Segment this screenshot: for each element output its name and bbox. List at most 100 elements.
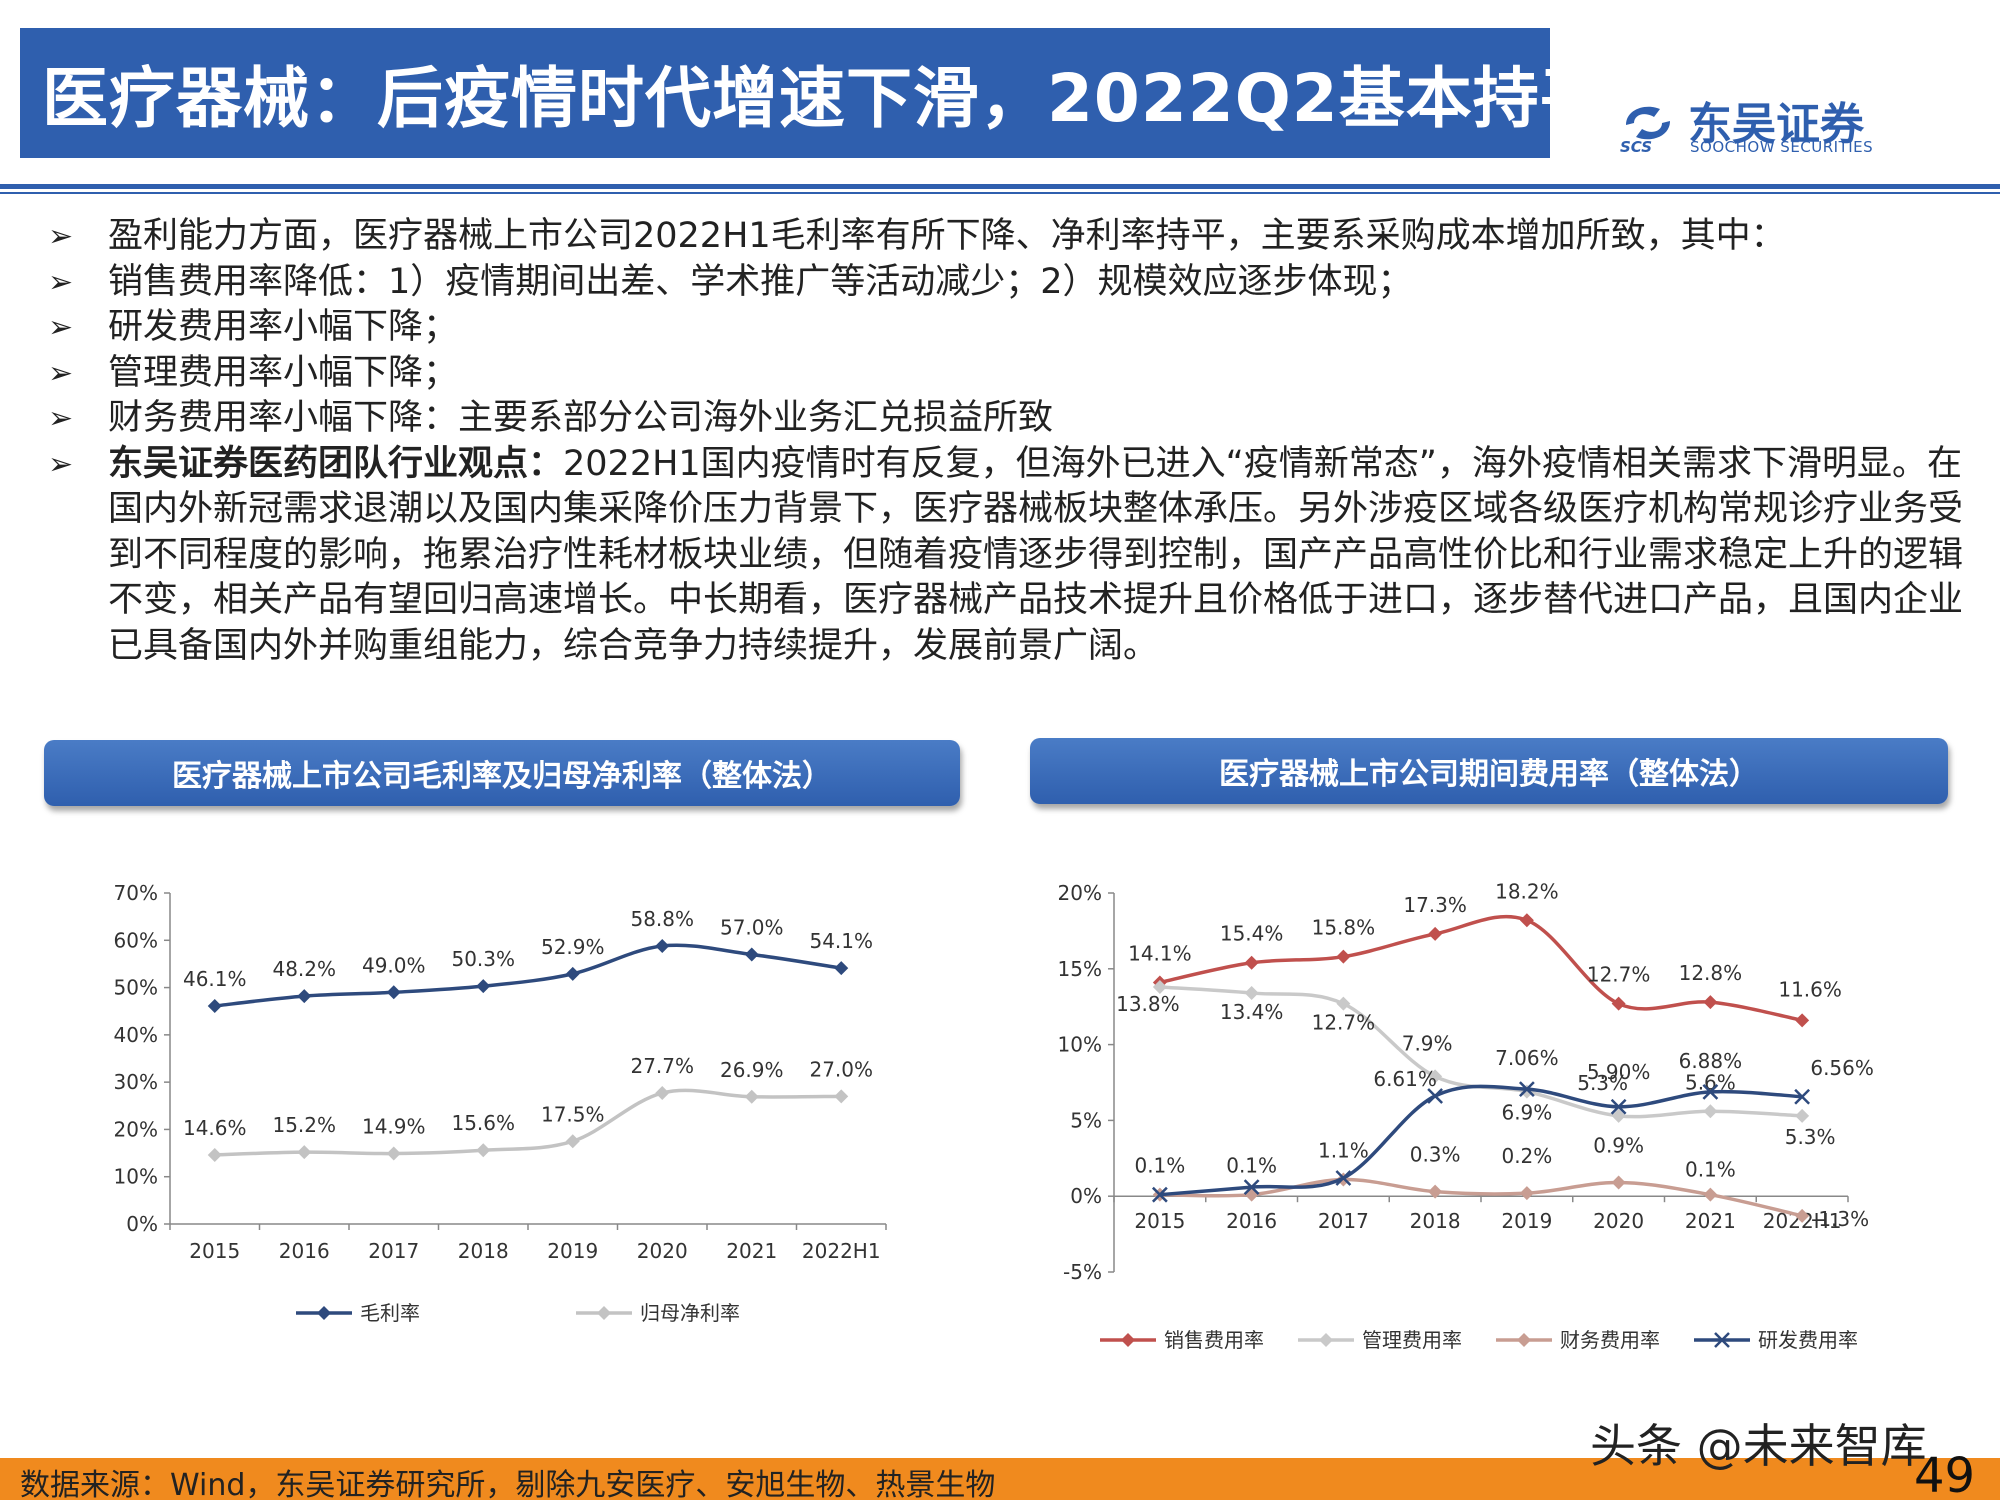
- chart1-legend-marker: [597, 1306, 611, 1320]
- chart1-x-tick-label: 2022H1: [802, 1239, 881, 1263]
- bullet-text: 盈利能力方面，医疗器械上市公司2022H1毛利率有所下降、净利率持平，主要系采购…: [108, 216, 1786, 256]
- chart2-data-label: 6.56%: [1810, 1056, 1874, 1080]
- chart2-data-label: 12.7%: [1587, 963, 1651, 987]
- chart2-data-label: 13.8%: [1116, 992, 1180, 1016]
- chart2-x-tick-label: 2021: [1685, 1209, 1736, 1233]
- chart2-data-point: [1702, 1084, 1719, 1100]
- chart1-data-label: 27.0%: [809, 1057, 873, 1081]
- chart1-title: 医疗器械上市公司毛利率及归母净利率（整体法）: [44, 740, 960, 806]
- chart1-data-label: 58.8%: [630, 907, 694, 931]
- chart1-series-line-0: [214, 943, 842, 1008]
- chart2-data-point: [1244, 955, 1259, 970]
- chart2-data-label: 5.90%: [1587, 1060, 1651, 1084]
- chart1-data-point: [476, 979, 491, 994]
- chart2-data-point: [1518, 1081, 1535, 1098]
- chart1-data-point: [207, 999, 222, 1014]
- chart2-y-tick-label: 10%: [1058, 1033, 1102, 1057]
- chart2-data-label: 1.1%: [1318, 1139, 1369, 1163]
- chart2-data-label: 0.1%: [1134, 1154, 1185, 1178]
- chart2-y-tick-label: -5%: [1063, 1260, 1102, 1284]
- chart2-data-label: 6.9%: [1501, 1101, 1552, 1125]
- chart1-x-tick-label: 2018: [458, 1239, 509, 1263]
- chart1-y-tick-label: 10%: [114, 1165, 158, 1189]
- chart2-legend-marker: [1319, 1333, 1333, 1347]
- bullet-text: 管理费用率小幅下降；: [108, 352, 459, 393]
- bullet-item: ➢ 销售费用率降低：1）疫情期间出差、学术推广等活动减少；2）规模效应逐步体现；: [48, 260, 1973, 306]
- chart2-data-point: [1336, 949, 1351, 964]
- chart2-legend-label: 管理费用率: [1362, 1328, 1462, 1352]
- bullet-item: ➢ 研发费用率小幅下降；: [48, 305, 1973, 351]
- chart2-data-point: [1519, 1186, 1534, 1201]
- chart2-data-point: [1795, 1108, 1810, 1123]
- chart2-data-point: [1428, 926, 1443, 941]
- chart1-data-point: [834, 961, 849, 976]
- chart2-data-label: 7.06%: [1495, 1046, 1559, 1070]
- chart2-data-point: [1244, 1187, 1259, 1202]
- chart2-data-point: [1244, 986, 1259, 1001]
- chart2-y-tick-label: 0%: [1070, 1184, 1102, 1208]
- arrow-bullet-icon: ➢: [48, 310, 74, 345]
- chart1-data-point: [565, 966, 580, 981]
- chart1-legend-label: 毛利率: [360, 1301, 420, 1325]
- chart2-data-point: [1703, 1187, 1718, 1202]
- chart1-y-tick-label: 40%: [114, 1023, 158, 1047]
- header-rule: [0, 184, 2000, 189]
- chart2-data-point: [1428, 1184, 1443, 1199]
- chart1-data-label: 14.6%: [183, 1116, 247, 1140]
- chart1-x-tick-label: 2017: [368, 1239, 419, 1263]
- chart1-legend-label: 归母净利率: [640, 1301, 740, 1325]
- chart1-x-tick-label: 2016: [279, 1239, 330, 1263]
- chart2-series-line-0: [1159, 914, 1803, 1023]
- chart1-data-label: 15.2%: [272, 1113, 336, 1137]
- chart1-data-point: [386, 985, 401, 1000]
- chart2-data-point: [1243, 1179, 1260, 1195]
- arrow-bullet-icon: ➢: [48, 446, 74, 482]
- chart2-x-tick-label: 2016: [1226, 1209, 1277, 1233]
- chart2-x-tick-label: 2018: [1410, 1209, 1461, 1233]
- chart1-y-tick-label: 50%: [114, 976, 158, 1000]
- chart1-data-point: [655, 1086, 670, 1101]
- chart2-data-point: [1519, 1084, 1534, 1099]
- chart2-x-tick-label: 2015: [1134, 1209, 1185, 1233]
- chart2-data-point: [1611, 1175, 1626, 1190]
- chart2-data-label: 6.88%: [1679, 1049, 1743, 1073]
- source-note: 数据来源：Wind，东吴证券研究所，剔除九安医疗、安旭生物、热景生物: [20, 1468, 996, 1503]
- chart2-x-tick-label: 2017: [1318, 1209, 1369, 1233]
- chart2-data-point: [1151, 1186, 1168, 1203]
- chart2-legend-label: 销售费用率: [1164, 1328, 1264, 1352]
- company-logo: SCS 东吴证券 SOOCHOW SECURITIES: [1618, 88, 1918, 158]
- bullet-text: 财务费用率小幅下降：主要系部分公司海外业务汇兑损益所致: [108, 398, 1054, 438]
- chart2-title: 医疗器械上市公司期间费用率（整体法）: [1030, 738, 1948, 804]
- chart2-data-point: [1335, 1170, 1352, 1186]
- chart1-x-tick-label: 2021: [726, 1239, 777, 1263]
- bullet-text: 销售费用率降低：1）疫情期间出差、学术推广等活动减少；2）规模效应逐步体现；: [108, 261, 1413, 302]
- chart1-y-tick-label: 30%: [114, 1070, 158, 1094]
- arrow-bullet-icon: ➢: [48, 264, 74, 300]
- chart1-series-line-1: [214, 1088, 842, 1157]
- chart2-data-label: 0.2%: [1501, 1144, 1552, 1168]
- bullet-text: 2022H1国内疫情时有反复，但海外已进入“疫情新常态”，海外疫情相关需求下滑明…: [108, 443, 1964, 666]
- logo-abbr: SCS: [1620, 138, 1653, 156]
- bullet-item: ➢ 东吴证券医药团队行业观点：2022H1国内疫情时有反复，但海外已进入“疫情新常…: [48, 442, 1973, 670]
- chart1-data-label: 50.3%: [451, 947, 515, 971]
- chart2-data-label: 15.4%: [1220, 922, 1284, 946]
- chart1-data-point: [207, 1147, 222, 1162]
- bullet-item: ➢ 管理费用率小幅下降；: [48, 351, 1973, 397]
- chart2-legend-marker: [1121, 1333, 1135, 1347]
- chart2-data-label: 18.2%: [1495, 879, 1559, 903]
- title-bar: 医疗器械：后疫情时代增速下滑，2022Q2基本持平: [20, 28, 1606, 158]
- page-title: 医疗器械：后疫情时代增速下滑，2022Q2基本持平: [42, 60, 1607, 137]
- chart2-series-line-3: [1159, 1084, 1803, 1197]
- chart2-y-tick-label: 20%: [1058, 881, 1102, 905]
- logo-chinese-name: 东吴证券: [1688, 99, 1864, 150]
- chart1-legend-marker: [317, 1306, 331, 1320]
- chart2-y-tick-label: 15%: [1058, 957, 1102, 981]
- chart1-data-label: 27.7%: [630, 1054, 694, 1078]
- chart2-data-point: [1794, 1088, 1811, 1105]
- header-rule-thin: [0, 192, 2000, 194]
- chart2-data-label: 0.1%: [1685, 1158, 1736, 1182]
- chart1-data-label: 14.9%: [362, 1115, 426, 1139]
- chart1-y-tick-label: 60%: [114, 928, 158, 952]
- chart2-data-point: [1703, 1104, 1718, 1119]
